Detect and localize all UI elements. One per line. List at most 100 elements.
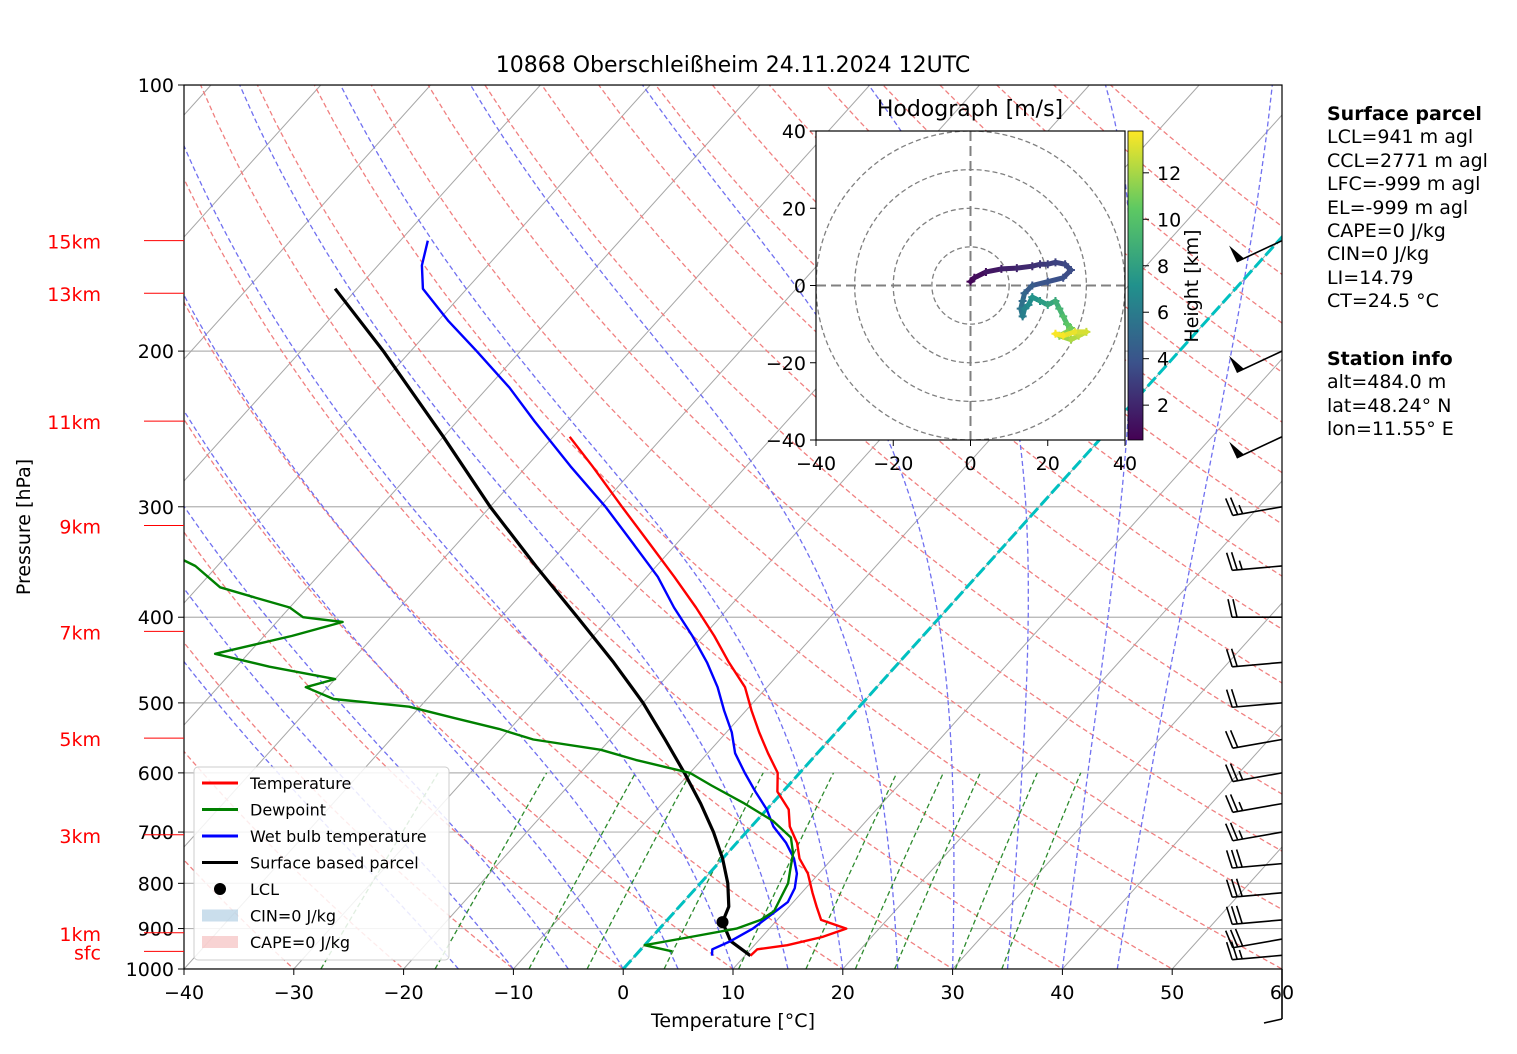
wind-barb-staff bbox=[1232, 738, 1283, 749]
height-label: 3km bbox=[59, 826, 101, 848]
hodograph-y-tick-label: −40 bbox=[766, 430, 806, 452]
surface-parcel-ccl: CCL=2771 m agl bbox=[1327, 149, 1488, 172]
dry-adiabat-line bbox=[184, 177, 954, 969]
zero-degree-isotherm bbox=[622, 234, 1282, 969]
legend-swatch bbox=[214, 883, 226, 895]
wind-barb-full bbox=[1229, 929, 1239, 948]
surface-parcel-el: EL=-999 m agl bbox=[1327, 196, 1469, 219]
x-tick-label: 0 bbox=[617, 982, 629, 1004]
lcl-marker bbox=[716, 916, 729, 929]
dry-adiabat-line bbox=[598, 85, 1282, 684]
wind-barb-full bbox=[1263, 1018, 1283, 1024]
x-tick-label: 10 bbox=[721, 982, 745, 1004]
legend-label: LCL bbox=[250, 880, 279, 899]
legend: Temperature Dewpoint Wet bulb temperature S… bbox=[193, 766, 450, 961]
moist-adiabat-line bbox=[239, 85, 789, 969]
wind-barb-full bbox=[1227, 599, 1233, 618]
hodograph: Hodograph [m/s] −40−40 −20 −20 0 0 20 20 40 40 2… bbox=[766, 97, 1203, 475]
wind-barb-staff bbox=[1232, 892, 1283, 898]
wind-barb-full bbox=[1229, 729, 1239, 748]
legend-box bbox=[193, 766, 450, 961]
isotherm-line bbox=[842, 480, 1282, 969]
wind-barb-staff bbox=[1232, 772, 1283, 783]
colorbar-tick-label: 12 bbox=[1157, 163, 1181, 185]
x-tick-label: 40 bbox=[1050, 982, 1074, 1004]
surface-parcel-heading: Surface parcel bbox=[1327, 103, 1482, 125]
plot-profiles bbox=[184, 234, 1282, 969]
surface-parcel-panel: Surface parcel LCL=941 m agl CCL=2771 m … bbox=[1327, 103, 1488, 314]
wind-barb bbox=[1224, 822, 1283, 842]
wind-barb-staff bbox=[1232, 919, 1283, 926]
moist-adiabat-line bbox=[1116, 85, 1273, 969]
isotherm-line bbox=[513, 114, 1282, 969]
isotherm-line bbox=[732, 358, 1282, 969]
y-tick-label: 400 bbox=[138, 607, 174, 629]
hodograph-x-tick-label: 40 bbox=[1113, 453, 1137, 475]
isotherm-line bbox=[184, 85, 431, 360]
wind-barb bbox=[1229, 436, 1283, 459]
legend-label: Dewpoint bbox=[250, 801, 326, 820]
wind-barb-full bbox=[1235, 878, 1243, 897]
y-axis: 100 200 300 400 500 600 700 800 900 1000 bbox=[126, 75, 184, 981]
y-tick-label: 700 bbox=[138, 822, 174, 844]
wind-barb bbox=[1224, 928, 1283, 949]
legend-label: CIN=0 J/kg bbox=[250, 907, 336, 926]
colorbar-tick-label: 2 bbox=[1157, 395, 1169, 417]
x-tick-label: 60 bbox=[1270, 982, 1294, 1004]
chart-title: 10868 Oberschleißheim 24.11.2024 12UTC bbox=[496, 53, 971, 78]
moist-adiabat-line bbox=[184, 409, 624, 969]
wind-barb-staff bbox=[1232, 954, 1283, 961]
wind-barb bbox=[1225, 849, 1283, 869]
x-tick-label: −20 bbox=[384, 982, 424, 1004]
station-info-panel: Station info alt=484.0 m lat=48.24° N lo… bbox=[1327, 348, 1454, 442]
moist-adiabat-line bbox=[339, 85, 844, 969]
wind-barb-full bbox=[1225, 879, 1233, 898]
wind-barb bbox=[1227, 599, 1282, 619]
wind-barb bbox=[1224, 794, 1283, 814]
parcel-trace bbox=[333, 287, 752, 957]
hodograph-y-tick-label: 40 bbox=[782, 121, 806, 143]
dry-adiabat-line bbox=[541, 85, 1282, 739]
colorbar-tick-label: 4 bbox=[1157, 349, 1169, 371]
colorbar bbox=[1127, 130, 1144, 441]
surface-parcel-cape: CAPE=0 J/kg bbox=[1327, 220, 1446, 243]
dry-adiabat-line bbox=[184, 750, 405, 969]
y-tick-label: 300 bbox=[138, 497, 174, 519]
surface-parcel-cin: CIN=0 J/kg bbox=[1327, 243, 1430, 266]
isotherm-line bbox=[184, 85, 651, 604]
wind-barb-full bbox=[1235, 905, 1243, 924]
hodograph-x-tick-label: −20 bbox=[873, 453, 913, 475]
height-label: 9km bbox=[59, 517, 101, 539]
wind-barb-full bbox=[1234, 928, 1244, 947]
wind-barb-full bbox=[1225, 552, 1233, 571]
wind-barb bbox=[1229, 239, 1283, 263]
surface-parcel-li: LI=14.79 bbox=[1327, 266, 1414, 289]
x-axis-label: Temperature [°C] bbox=[650, 1010, 815, 1032]
dewpoint-trace bbox=[184, 559, 795, 953]
mixing-ratio-line bbox=[854, 772, 944, 969]
mixing-ratio-line bbox=[434, 772, 548, 969]
wind-barb-full bbox=[1230, 849, 1238, 868]
wind-barb-full bbox=[1230, 941, 1238, 960]
wind-barb-full bbox=[1225, 941, 1233, 960]
wind-barb-full bbox=[1230, 552, 1238, 571]
wind-barb-staff bbox=[1236, 350, 1283, 373]
wind-barb-full bbox=[1235, 849, 1243, 868]
y-tick-label: 800 bbox=[138, 873, 174, 895]
x-tick-label: −40 bbox=[164, 982, 204, 1004]
x-tick-label: −10 bbox=[493, 982, 533, 1004]
wind-barb-full bbox=[1225, 906, 1233, 925]
x-tick-label: −30 bbox=[274, 982, 314, 1004]
height-label: 7km bbox=[59, 622, 101, 644]
y-tick-label: 500 bbox=[138, 693, 174, 715]
wind-barb-full bbox=[1224, 930, 1234, 949]
wind-barb-staff bbox=[1236, 436, 1283, 459]
y-tick-label: 1000 bbox=[126, 959, 174, 981]
legend-label: Temperature bbox=[249, 774, 351, 793]
wind-barb-full bbox=[1229, 794, 1239, 812]
hodograph-x-tick-label: 20 bbox=[1036, 453, 1060, 475]
mixing-ratio-line bbox=[738, 772, 835, 969]
wind-barb-staff bbox=[1232, 565, 1283, 572]
